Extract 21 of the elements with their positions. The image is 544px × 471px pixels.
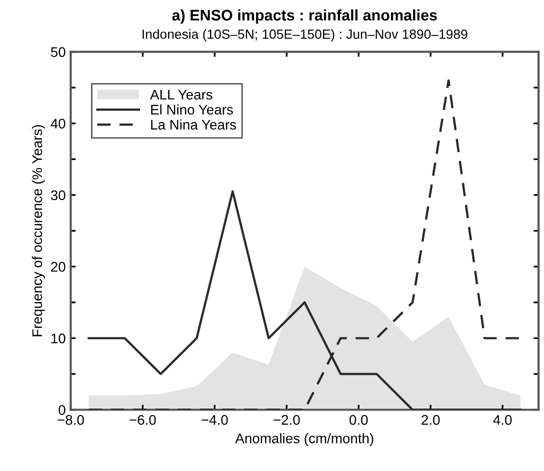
y-axis-title: Frequency of occurence (% Years) xyxy=(32,125,45,336)
y-tick-label: 50 xyxy=(50,47,66,57)
legend-label: La Nina Years xyxy=(151,119,236,130)
x-axis-title: Anomalies (cm/month) xyxy=(235,433,374,446)
chart-subtitle: Indonesia (10S–5N; 105E–150E) : Jun–Nov 1890–1989 xyxy=(142,29,468,42)
x-tick-label: −4.0 xyxy=(202,415,228,425)
y-tick-label: 40 xyxy=(50,118,66,129)
x-tick-label: −2.0 xyxy=(274,415,300,425)
chart-title: a) ENSO impacts : rainfall anomalies xyxy=(172,9,437,24)
legend-label: ALL Years xyxy=(150,90,212,100)
legend-label: El Nino Years xyxy=(151,104,233,115)
y-tick-label: 10 xyxy=(51,334,66,344)
x-tick-label: 4.0 xyxy=(493,415,512,425)
x-tick-label: 2.0 xyxy=(422,415,440,425)
y-tick-label: 20 xyxy=(51,262,66,272)
y-tick-label: 30 xyxy=(50,190,66,200)
x-tick-label: −8.0 xyxy=(58,415,84,425)
x-tick-label: −6.0 xyxy=(130,415,156,425)
line-series xyxy=(88,79,522,410)
x-tick-label: 0.0 xyxy=(350,415,368,425)
y-tick-label: 0 xyxy=(58,405,66,415)
